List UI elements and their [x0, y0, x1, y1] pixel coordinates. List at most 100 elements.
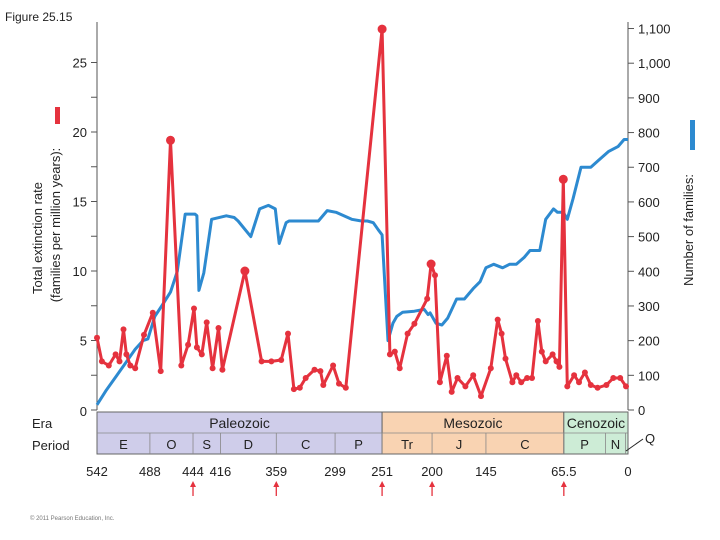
- left-tick-label: 25: [73, 56, 87, 71]
- right-tick-label: 400: [638, 264, 660, 279]
- family-count-line: [95, 138, 628, 406]
- right-tick-label: 500: [638, 230, 660, 245]
- extinction-rate-point: [311, 366, 318, 373]
- extinction-rate-point: [538, 348, 545, 355]
- left-axis-title-2: (families per million years):: [48, 148, 63, 303]
- geologic-timeline: Paleozoic Mesozoic Cenozoic E O S D C P Tr J C P N Q Er…: [32, 411, 655, 496]
- right-tick-label: 300: [638, 299, 660, 314]
- right-tick-label: 200: [638, 334, 660, 349]
- extinction-rate-point: [470, 372, 477, 379]
- x-tick-label: 488: [139, 464, 161, 479]
- extinction-rate-point: [391, 348, 398, 355]
- extinction-rate-point: [112, 351, 119, 358]
- right-tick-label: 700: [638, 160, 660, 175]
- x-tick-label: 200: [421, 464, 443, 479]
- extinction-rate-point: [576, 379, 582, 386]
- left-tick-label: 0: [80, 404, 87, 419]
- right-legend-swatch: [690, 120, 695, 150]
- period-label: P: [354, 437, 363, 452]
- extinction-rate-point: [386, 351, 393, 358]
- extinction-rate-point: [478, 393, 484, 400]
- extinction-rate-point: [157, 368, 164, 375]
- extinction-rate-point: [278, 357, 285, 363]
- extinction-rate-point: [127, 362, 134, 369]
- x-tick-label: 444: [182, 464, 204, 479]
- extinction-rate-point: [336, 380, 342, 387]
- extinction-rate-point: [193, 344, 200, 351]
- extinction-rate-point: [342, 384, 349, 391]
- extinction-rate-point: [448, 388, 455, 395]
- mass-extinction-arrowhead: [379, 481, 386, 487]
- extinction-rate-point: [296, 384, 303, 391]
- extinction-rate-point: [524, 375, 531, 381]
- period-label: J: [456, 437, 463, 452]
- extinction-rate-point: [498, 330, 505, 337]
- extinction-rate-point: [302, 375, 309, 381]
- right-tick-label: 900: [638, 91, 660, 106]
- extinction-rate-point: [198, 351, 205, 358]
- x-tick-label: 416: [210, 464, 232, 479]
- period-label: E: [119, 437, 128, 452]
- extinction-rate-point: [581, 369, 588, 376]
- extinction-rate-point: [542, 358, 549, 365]
- period-row-label: Period: [32, 438, 70, 453]
- extinction-rate-point: [377, 24, 387, 34]
- chart-series: [94, 24, 629, 406]
- left-tick-label: 20: [73, 125, 87, 140]
- extinction-rate-point: [549, 351, 556, 358]
- extinction-rate-point: [509, 379, 516, 386]
- extinction-rate-point: [290, 386, 297, 393]
- x-tick-label: 0: [624, 464, 631, 479]
- right-tick-label: 1,100: [638, 22, 671, 37]
- extinction-rate-point: [185, 341, 192, 348]
- extinction-rate-point: [564, 383, 571, 390]
- extinction-rate-point: [123, 351, 130, 358]
- left-axis-title: Total extinction rate: [30, 182, 45, 294]
- extinction-rate-point: [191, 305, 197, 312]
- extinction-rate-point: [258, 358, 265, 365]
- extinction-rate-point: [443, 352, 450, 359]
- period-label: Tr: [401, 437, 413, 452]
- copyright-note: © 2011 Pearson Education, Inc.: [30, 516, 115, 522]
- period-label: D: [244, 437, 253, 452]
- extinction-rate-point: [404, 330, 411, 337]
- extinction-rate-point: [610, 375, 617, 381]
- extinction-rate-point: [556, 363, 563, 370]
- extinction-rate-point: [209, 365, 216, 372]
- left-tick-label: 15: [73, 195, 87, 210]
- right-tick-label: 100: [638, 368, 660, 383]
- mass-extinction-arrowhead: [560, 481, 567, 487]
- extinction-rate-point: [120, 326, 127, 333]
- period-pointer: [625, 438, 644, 452]
- extinction-rate-point: [454, 375, 461, 381]
- era-label: Mesozoic: [443, 415, 502, 431]
- extinction-rate-point: [513, 372, 520, 379]
- extinction-rate-point: [105, 362, 112, 369]
- extinction-rate-point: [426, 259, 436, 269]
- extinction-rate-point: [94, 334, 100, 341]
- extinction-rate-point: [494, 316, 501, 323]
- x-tick-label: 251: [371, 464, 393, 479]
- x-tick-label: 145: [475, 464, 497, 479]
- extinction-rate-point: [623, 383, 629, 390]
- left-legend-swatch: [55, 107, 60, 124]
- x-tick-label: 299: [324, 464, 346, 479]
- extinction-rate-point: [571, 372, 578, 379]
- extinction-rate-point: [203, 319, 210, 326]
- extinction-rate-point: [219, 366, 226, 373]
- left-tick-label: 10: [73, 264, 87, 279]
- extinction-rate-line: [95, 27, 628, 398]
- extinction-rate-point: [330, 362, 337, 369]
- extinction-rate-point: [587, 382, 594, 388]
- right-tick-label: 1,000: [638, 56, 671, 71]
- period-label: P: [580, 437, 589, 452]
- period-label: C: [520, 437, 529, 452]
- period-label: C: [301, 437, 310, 452]
- extinction-rate-point: [518, 379, 525, 386]
- period-label: Q: [645, 431, 655, 446]
- mass-extinction-arrowhead: [273, 481, 280, 487]
- extinction-rate-point: [141, 331, 147, 338]
- extinction-rate-point: [178, 362, 185, 369]
- extinction-rate-point: [132, 365, 139, 372]
